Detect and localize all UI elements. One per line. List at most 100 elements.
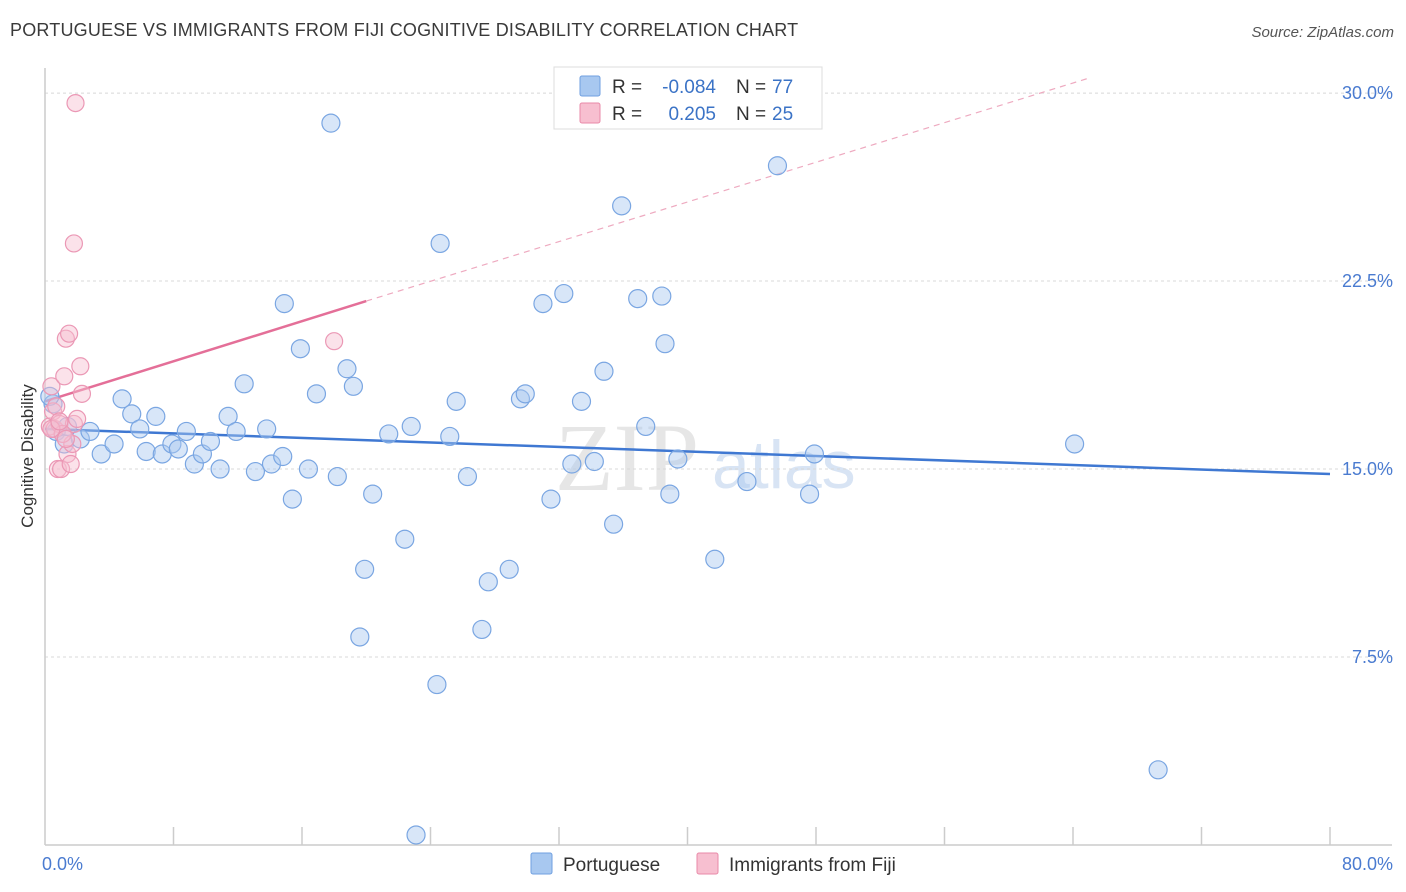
- bottom-legend-swatch-portuguese: [530, 852, 553, 875]
- trend-lines: [44, 77, 1331, 476]
- portuguese-point-36: [343, 376, 363, 396]
- portuguese-point-33: [321, 113, 341, 133]
- bottom-legend-portuguese: Portuguese: [563, 855, 660, 876]
- portuguese-point-61: [604, 514, 624, 534]
- portuguese-point-5: [80, 421, 100, 442]
- portuguese-point-55: [541, 489, 561, 509]
- fiji-point-11: [61, 454, 80, 474]
- portuguese-point-32: [306, 384, 327, 404]
- portuguese-point-41: [395, 529, 415, 549]
- portuguese-point-31: [298, 459, 319, 479]
- portuguese-point-21: [218, 406, 238, 426]
- portuguese-point-45: [430, 233, 450, 254]
- portuguese-point-8: [112, 389, 132, 409]
- portuguese-point-30: [290, 339, 310, 359]
- fiji-point-7: [55, 367, 74, 386]
- portuguese-point-63: [628, 288, 648, 309]
- portuguese-point-40: [379, 424, 399, 444]
- portuguese-point-71: [767, 156, 788, 176]
- portuguese-point-38: [355, 559, 375, 579]
- portuguese-point-57: [562, 454, 582, 474]
- legend-n-label-2: N =: [736, 104, 766, 125]
- y-tick-labels: 7.5% 15.0% 22.5% 30.0%: [1342, 83, 1393, 667]
- fiji-point-17: [72, 384, 92, 403]
- legend-r-value-2: 0.205: [668, 104, 716, 125]
- portuguese-point-67: [660, 484, 680, 504]
- portuguese-point-44: [427, 674, 447, 695]
- portuguese-point-28: [274, 294, 294, 314]
- y-tick-label-1: 15.0%: [1342, 459, 1393, 479]
- y-tick-label-3: 30.0%: [1342, 83, 1393, 103]
- portuguese-point-54: [533, 294, 553, 314]
- portuguese-point-72: [799, 484, 820, 504]
- data-points: [40, 93, 1168, 845]
- portuguese-point-70: [737, 471, 757, 492]
- portuguese-point-22: [226, 421, 246, 442]
- legend-n-value-1: 77: [772, 77, 793, 98]
- fiji-point-18: [66, 93, 85, 113]
- portuguese-point-47: [446, 391, 466, 411]
- portuguese-point-49: [472, 619, 492, 640]
- legend-n-label-1: N =: [736, 77, 766, 98]
- fiji-point-14: [64, 234, 84, 253]
- portuguese-point-51: [499, 559, 519, 579]
- bottom-legend-fiji: Immigrants from Fiji: [729, 855, 896, 876]
- legend-r-label-2: R =: [612, 104, 642, 125]
- portuguese-point-14: [162, 434, 182, 454]
- y-tick-label-2: 22.5%: [1342, 271, 1393, 291]
- legend-swatch-fiji: [579, 102, 601, 124]
- portuguese-point-25: [257, 419, 277, 439]
- portuguese-point-12: [146, 406, 166, 426]
- fiji-point-6: [51, 459, 71, 479]
- portuguese-point-42: [401, 416, 421, 437]
- portuguese-point-74: [1065, 434, 1085, 454]
- portuguese-point-73: [804, 444, 824, 464]
- portuguese-point-68: [668, 449, 688, 469]
- portuguese-point-46: [440, 426, 460, 447]
- fiji-point-8: [56, 329, 75, 348]
- fiji-point-9: [58, 444, 77, 464]
- portuguese-point-7: [104, 434, 124, 454]
- portuguese-point-43: [406, 825, 426, 845]
- fiji-point-20: [47, 397, 66, 416]
- fiji-trend-extension: [366, 77, 1090, 302]
- portuguese-point-20: [210, 459, 230, 479]
- portuguese-point-59: [584, 451, 604, 472]
- portuguese-point-19: [200, 431, 221, 452]
- portuguese-point-27: [273, 446, 293, 467]
- portuguese-point-62: [612, 196, 632, 216]
- fiji-point-15: [68, 409, 87, 429]
- x-tick-labels: 0.0% 80.0%: [42, 854, 1393, 874]
- legend-r-label-1: R =: [612, 77, 642, 98]
- fiji-point-10: [59, 324, 79, 343]
- legend-swatch-portuguese: [579, 75, 601, 97]
- portuguese-point-10: [130, 419, 150, 439]
- chart-source: Source: ZipAtlas.com: [1251, 24, 1394, 41]
- watermark-zip: ZIP: [555, 404, 699, 511]
- chart-title: PORTUGUESE VS IMMIGRANTS FROM FIJI COGNI…: [10, 20, 799, 40]
- axes: [44, 68, 1392, 846]
- portuguese-point-58: [571, 391, 592, 411]
- portuguese-point-24: [245, 461, 266, 482]
- y-tick-label-0: 7.5%: [1352, 647, 1393, 667]
- fiji-point-19: [325, 332, 344, 351]
- portuguese-point-11: [136, 441, 156, 462]
- portuguese-point-16: [176, 421, 196, 442]
- series-legend: Portuguese Immigrants from Fiji: [530, 852, 896, 876]
- portuguese-point-15: [168, 439, 188, 459]
- fiji-point-1: [42, 377, 61, 396]
- portuguese-point-50: [478, 572, 498, 592]
- portuguese-point-66: [655, 334, 675, 354]
- y-axis-label: Cognitive Disability: [18, 384, 37, 528]
- portuguese-point-9: [122, 404, 142, 424]
- legend-r-value-1: -0.084: [662, 77, 716, 98]
- portuguese-point-69: [705, 549, 725, 569]
- watermark-atlas: atlas: [712, 427, 856, 503]
- portuguese-point-53: [515, 384, 535, 404]
- portuguese-point-65: [652, 286, 672, 306]
- bottom-legend-swatch-fiji: [696, 852, 719, 875]
- fiji-point-16: [71, 357, 90, 376]
- fiji-point-24: [50, 412, 69, 431]
- portuguese-point-26: [261, 454, 282, 474]
